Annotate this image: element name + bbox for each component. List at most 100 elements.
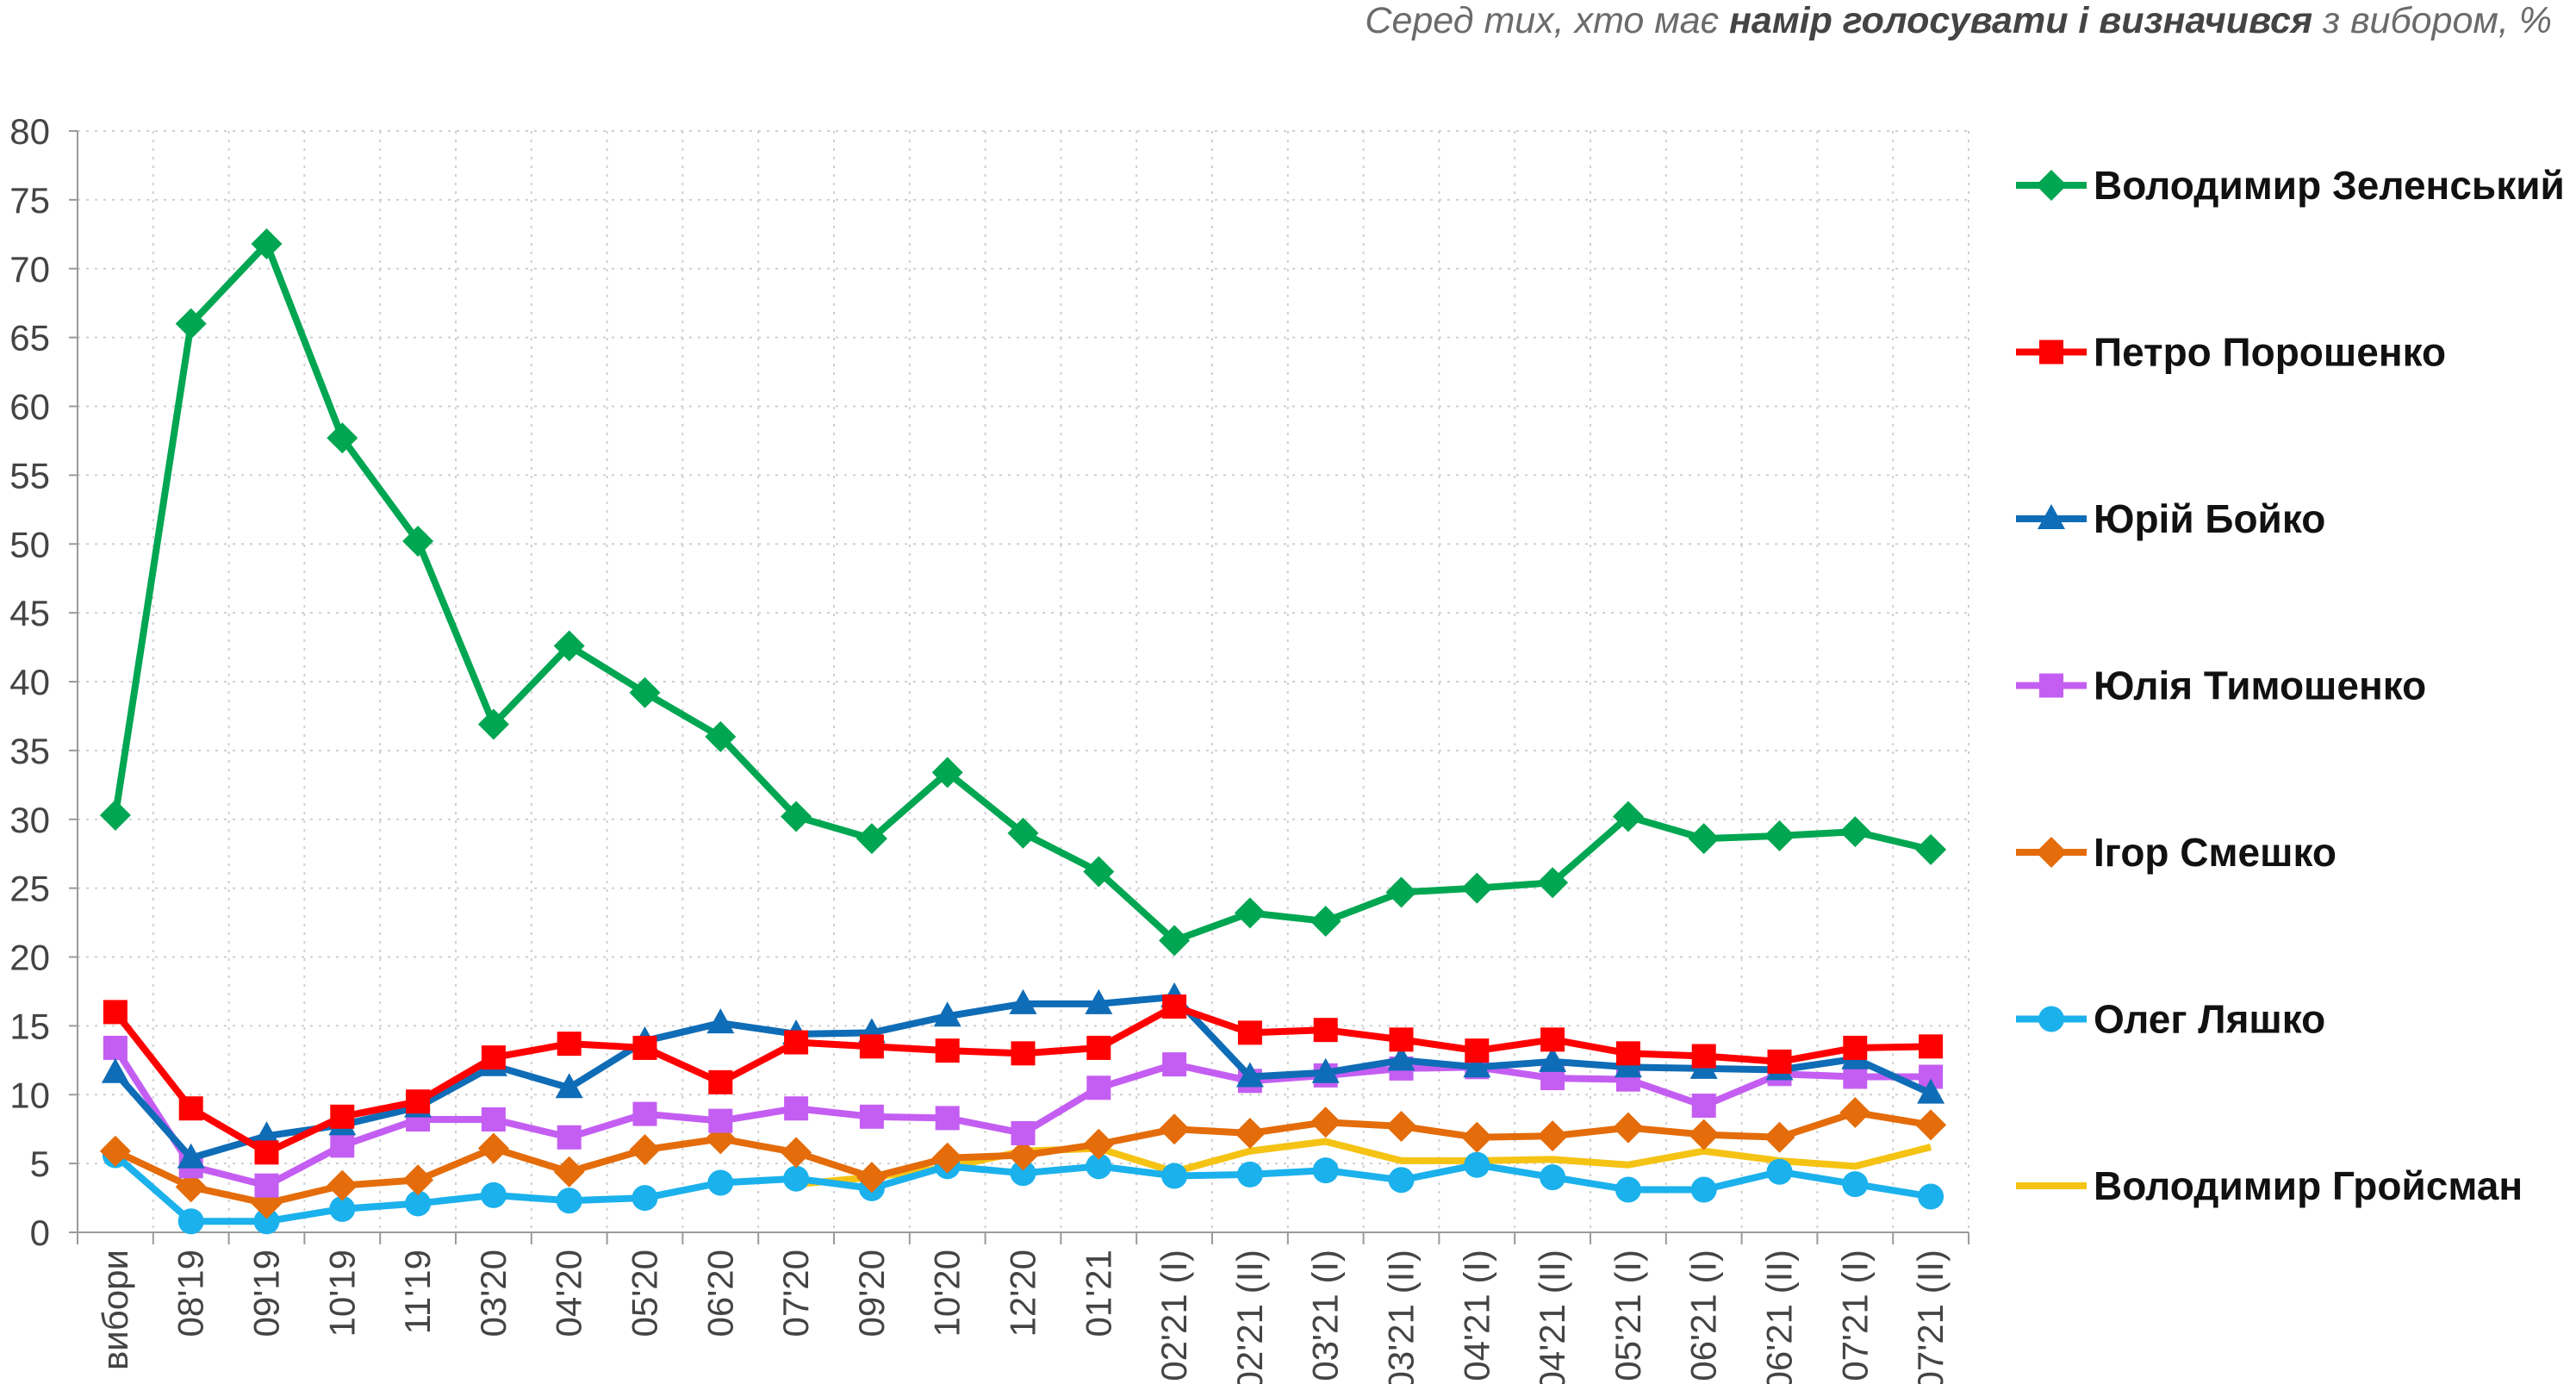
- data-point: [1539, 1046, 1567, 1072]
- data-point: [1313, 1018, 1338, 1043]
- data-point: [177, 1208, 204, 1235]
- data-point: [632, 1185, 658, 1212]
- x-tick-label: 02'21 (I): [1154, 1250, 1194, 1381]
- data-point: [1010, 1160, 1036, 1187]
- x-tick-label: 10'20: [927, 1250, 968, 1337]
- data-point: [1918, 1183, 1944, 1210]
- axes: 0 5 10 15 20 25 30 35 40 45 50 55 60 65 70 75 80 вибори 08…: [9, 111, 1969, 1384]
- x-tick-label: 05'20: [625, 1250, 665, 1337]
- y-tick-label: 5: [30, 1144, 50, 1184]
- series-2: [103, 994, 1944, 1165]
- data-point: [477, 708, 509, 740]
- legend-marker: [2039, 673, 2063, 698]
- x-tick-label: 09'19: [246, 1250, 287, 1337]
- data-point: [1839, 1097, 1871, 1129]
- data-point: [1007, 817, 1039, 849]
- data-point: [931, 1142, 963, 1174]
- data-point: [1764, 820, 1795, 851]
- data-point: [1615, 1041, 1640, 1066]
- y-tick-label: 10: [9, 1075, 50, 1115]
- x-tick-label: 05'21 (I): [1608, 1250, 1648, 1381]
- chart-subtitle: Серед тих, хто має намір голосувати і ви…: [1365, 0, 2552, 42]
- data-point: [1612, 1112, 1644, 1144]
- y-tick-label: 70: [9, 249, 50, 290]
- data-point: [1312, 1157, 1339, 1184]
- legend-label: Юрій Бойко: [2094, 496, 2325, 541]
- legend-item-5: Ігор Смешко: [2016, 830, 2336, 875]
- data-point: [1463, 1052, 1491, 1078]
- data-point: [1919, 1034, 1944, 1059]
- y-tick-label: 30: [9, 800, 50, 840]
- data-point: [254, 1140, 279, 1165]
- data-point: [1310, 1107, 1341, 1138]
- data-point: [329, 1195, 356, 1222]
- data-point: [781, 801, 812, 832]
- y-tick-label: 15: [9, 1006, 50, 1046]
- x-tick-label: 08'19: [171, 1250, 211, 1337]
- data-point: [933, 1001, 961, 1027]
- data-point: [1385, 876, 1417, 908]
- legend-marker: [2038, 504, 2065, 529]
- data-point: [629, 676, 661, 708]
- data-point: [1389, 1027, 1414, 1052]
- y-tick-label: 80: [9, 111, 50, 152]
- data-point: [1161, 1163, 1188, 1189]
- x-tick-label: 09'20: [851, 1250, 892, 1337]
- data-point: [1085, 988, 1113, 1014]
- x-tick-label: 07'20: [775, 1250, 816, 1337]
- data-point: [1540, 1027, 1565, 1052]
- data-point: [252, 1121, 281, 1147]
- data-point: [177, 1143, 205, 1169]
- data-point: [1235, 1062, 1264, 1088]
- data-point: [856, 1162, 887, 1194]
- x-tick-label: 07'21 (I): [1834, 1250, 1875, 1381]
- legend: Володимир Зеленський Петро Порошенко Юрій …: [2016, 163, 2565, 1208]
- legend-item-7: Володимир Гройсман: [2016, 1163, 2523, 1208]
- series-1: [99, 228, 1947, 957]
- x-tick-label: 04'21 (II): [1532, 1250, 1572, 1384]
- data-point: [1461, 1121, 1493, 1153]
- legend-item-6: Олег Ляшко: [2016, 997, 2325, 1042]
- x-tick-label: 06'20: [700, 1250, 740, 1337]
- data-point: [1842, 1171, 1869, 1198]
- data-point: [1159, 925, 1191, 957]
- legend-label: Олег Ляшко: [2094, 997, 2325, 1042]
- y-tick-label: 40: [9, 662, 50, 702]
- x-tick-label: вибори: [95, 1250, 135, 1370]
- legend-item-1: Володимир Зеленський: [2016, 163, 2565, 208]
- y-tick-label: 20: [9, 938, 50, 978]
- data-point: [330, 1104, 355, 1129]
- y-tick-label: 65: [9, 318, 50, 358]
- data-point: [402, 1164, 434, 1196]
- data-point: [557, 1125, 582, 1150]
- data-point: [935, 1038, 960, 1063]
- data-point: [175, 1171, 207, 1203]
- data-point: [103, 1000, 128, 1025]
- data-point: [253, 1208, 280, 1235]
- data-point: [935, 1106, 960, 1131]
- data-point: [708, 1069, 733, 1094]
- data-point: [1011, 1041, 1036, 1066]
- legend-label: Володимир Зеленський: [2094, 163, 2565, 208]
- series-5: [99, 1097, 1947, 1219]
- x-tick-label: 12'20: [1003, 1250, 1043, 1337]
- data-point: [1162, 1052, 1187, 1077]
- data-point: [254, 1173, 279, 1198]
- grid: [78, 130, 1969, 1232]
- x-tick-label: 04'20: [549, 1250, 589, 1337]
- legend-item-3: Юрій Бойко: [2016, 496, 2325, 541]
- data-point: [859, 1034, 884, 1059]
- data-point: [101, 1057, 129, 1083]
- legend-item-2: Петро Порошенко: [2016, 330, 2446, 375]
- data-point: [1915, 833, 1947, 865]
- data-point: [708, 1108, 733, 1133]
- legend-marker: [2038, 1006, 2064, 1032]
- data-point: [481, 1107, 506, 1132]
- data-point: [1540, 1164, 1566, 1191]
- data-point: [1688, 1119, 1720, 1150]
- data-point: [1086, 1075, 1111, 1100]
- data-point: [629, 1134, 661, 1166]
- data-point: [783, 1165, 810, 1192]
- data-point: [1764, 1121, 1795, 1153]
- data-point: [1310, 905, 1341, 937]
